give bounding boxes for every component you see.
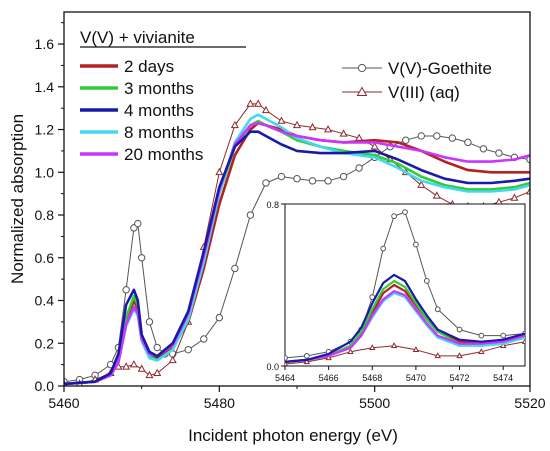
- y-tick-label: 1.2: [35, 122, 55, 138]
- v-v-goethite-point: [309, 178, 315, 184]
- v-v-goethite-point: [418, 133, 424, 139]
- v-v-goethite-point: [216, 314, 222, 320]
- inset-x-tick-label: 5474: [493, 373, 513, 383]
- v-v-goethite-point: [496, 150, 502, 156]
- inset-y-tick-label: 0.0: [266, 362, 279, 372]
- v-v-goethite-point: [135, 220, 141, 226]
- legend-label-3-months: 3 months: [124, 79, 194, 98]
- y-axis-label: Normalized absorption: [8, 114, 27, 284]
- v-v-goethite-point: [138, 255, 144, 261]
- inset-x-tick-label: 5466: [319, 373, 339, 383]
- v-v-goethite-point: [154, 344, 160, 350]
- v-v-goethite-point: [263, 180, 269, 186]
- v-v-goethite-point: [278, 173, 284, 179]
- legend-label-20-months: 20 months: [124, 145, 203, 164]
- y-tick-label: 1.4: [35, 79, 55, 95]
- legend-label-v-v-goethite: V(V)-Goethite: [388, 59, 492, 78]
- x-tick-label: 5460: [48, 395, 79, 411]
- v-v-goethite-point: [457, 327, 462, 332]
- y-tick-label: 0.6: [35, 250, 55, 266]
- x-tick-label: 5500: [359, 395, 390, 411]
- y-tick-label: 0.4: [35, 293, 55, 309]
- v-v-goethite-point: [325, 178, 331, 184]
- v-v-goethite-point: [501, 333, 506, 338]
- v-v-goethite-point: [424, 279, 429, 284]
- x-axis-label: Incident photon energy (eV): [188, 426, 398, 445]
- v-iii-aq-point: [138, 365, 144, 371]
- v-iii-aq-point: [263, 107, 269, 113]
- legend-title: V(V) + vivianite: [80, 28, 195, 47]
- legend-label-4-months: 4 months: [124, 101, 194, 120]
- y-tick-label: 0.0: [35, 378, 55, 394]
- v-iii-aq-point: [434, 192, 440, 198]
- v-v-goethite-point: [435, 307, 440, 312]
- v-iii-aq-point: [278, 118, 284, 124]
- v-v-goethite-point: [201, 336, 207, 342]
- v-v-goethite-point: [403, 137, 409, 143]
- v-v-goethite-point: [340, 173, 346, 179]
- y-tick-label: 1.0: [35, 164, 55, 180]
- v-v-goethite-point: [414, 242, 419, 247]
- v-v-goethite-point: [232, 265, 238, 271]
- v-v-goethite-point: [146, 319, 152, 325]
- y-tick-label: 0.2: [35, 335, 55, 351]
- v-v-goethite-point: [392, 214, 397, 219]
- v-v-goethite-point: [247, 212, 253, 218]
- legend-label-v-iii-aq: V(III) (aq): [388, 83, 460, 102]
- v-v-goethite-point: [356, 165, 362, 171]
- v-v-goethite-point: [294, 175, 300, 181]
- legend-label-2-days: 2 days: [124, 57, 174, 76]
- x-tick-label: 5480: [204, 395, 235, 411]
- v-v-goethite-point: [434, 133, 440, 139]
- v-v-goethite-point: [304, 353, 309, 358]
- v-v-goethite-point: [479, 333, 484, 338]
- inset-x-tick-label: 5464: [275, 373, 295, 383]
- v-iii-aq-point: [216, 169, 222, 175]
- v-iii-aq-point: [247, 100, 253, 106]
- y-tick-label: 0.8: [35, 207, 55, 223]
- legend-label-8-months: 8 months: [124, 123, 194, 142]
- v-v-goethite-point: [123, 287, 129, 293]
- inset-x-tick-label: 5468: [362, 373, 382, 383]
- inset-x-tick-label: 5472: [450, 373, 470, 383]
- v-v-goethite-point: [283, 356, 288, 361]
- x-tick-label: 5520: [514, 395, 545, 411]
- y-tick-label: 1.6: [35, 36, 55, 52]
- v-v-goethite-point: [185, 346, 191, 352]
- v-v-goethite-point: [465, 139, 471, 145]
- v-v-goethite-point: [381, 246, 386, 251]
- legend-marker-v-v-goethite: [358, 64, 365, 71]
- inset-x-tick-label: 5470: [406, 373, 426, 383]
- v-iii-aq-point: [154, 370, 160, 376]
- inset-y-tick-label: 0.8: [266, 200, 279, 210]
- v-v-goethite-point: [480, 146, 486, 152]
- v-iii-aq-point: [170, 357, 176, 363]
- v-v-goethite-point: [403, 210, 408, 215]
- v-v-goethite-point: [449, 135, 455, 141]
- v-iii-aq-point: [131, 361, 137, 367]
- v-iii-aq-point: [255, 100, 261, 106]
